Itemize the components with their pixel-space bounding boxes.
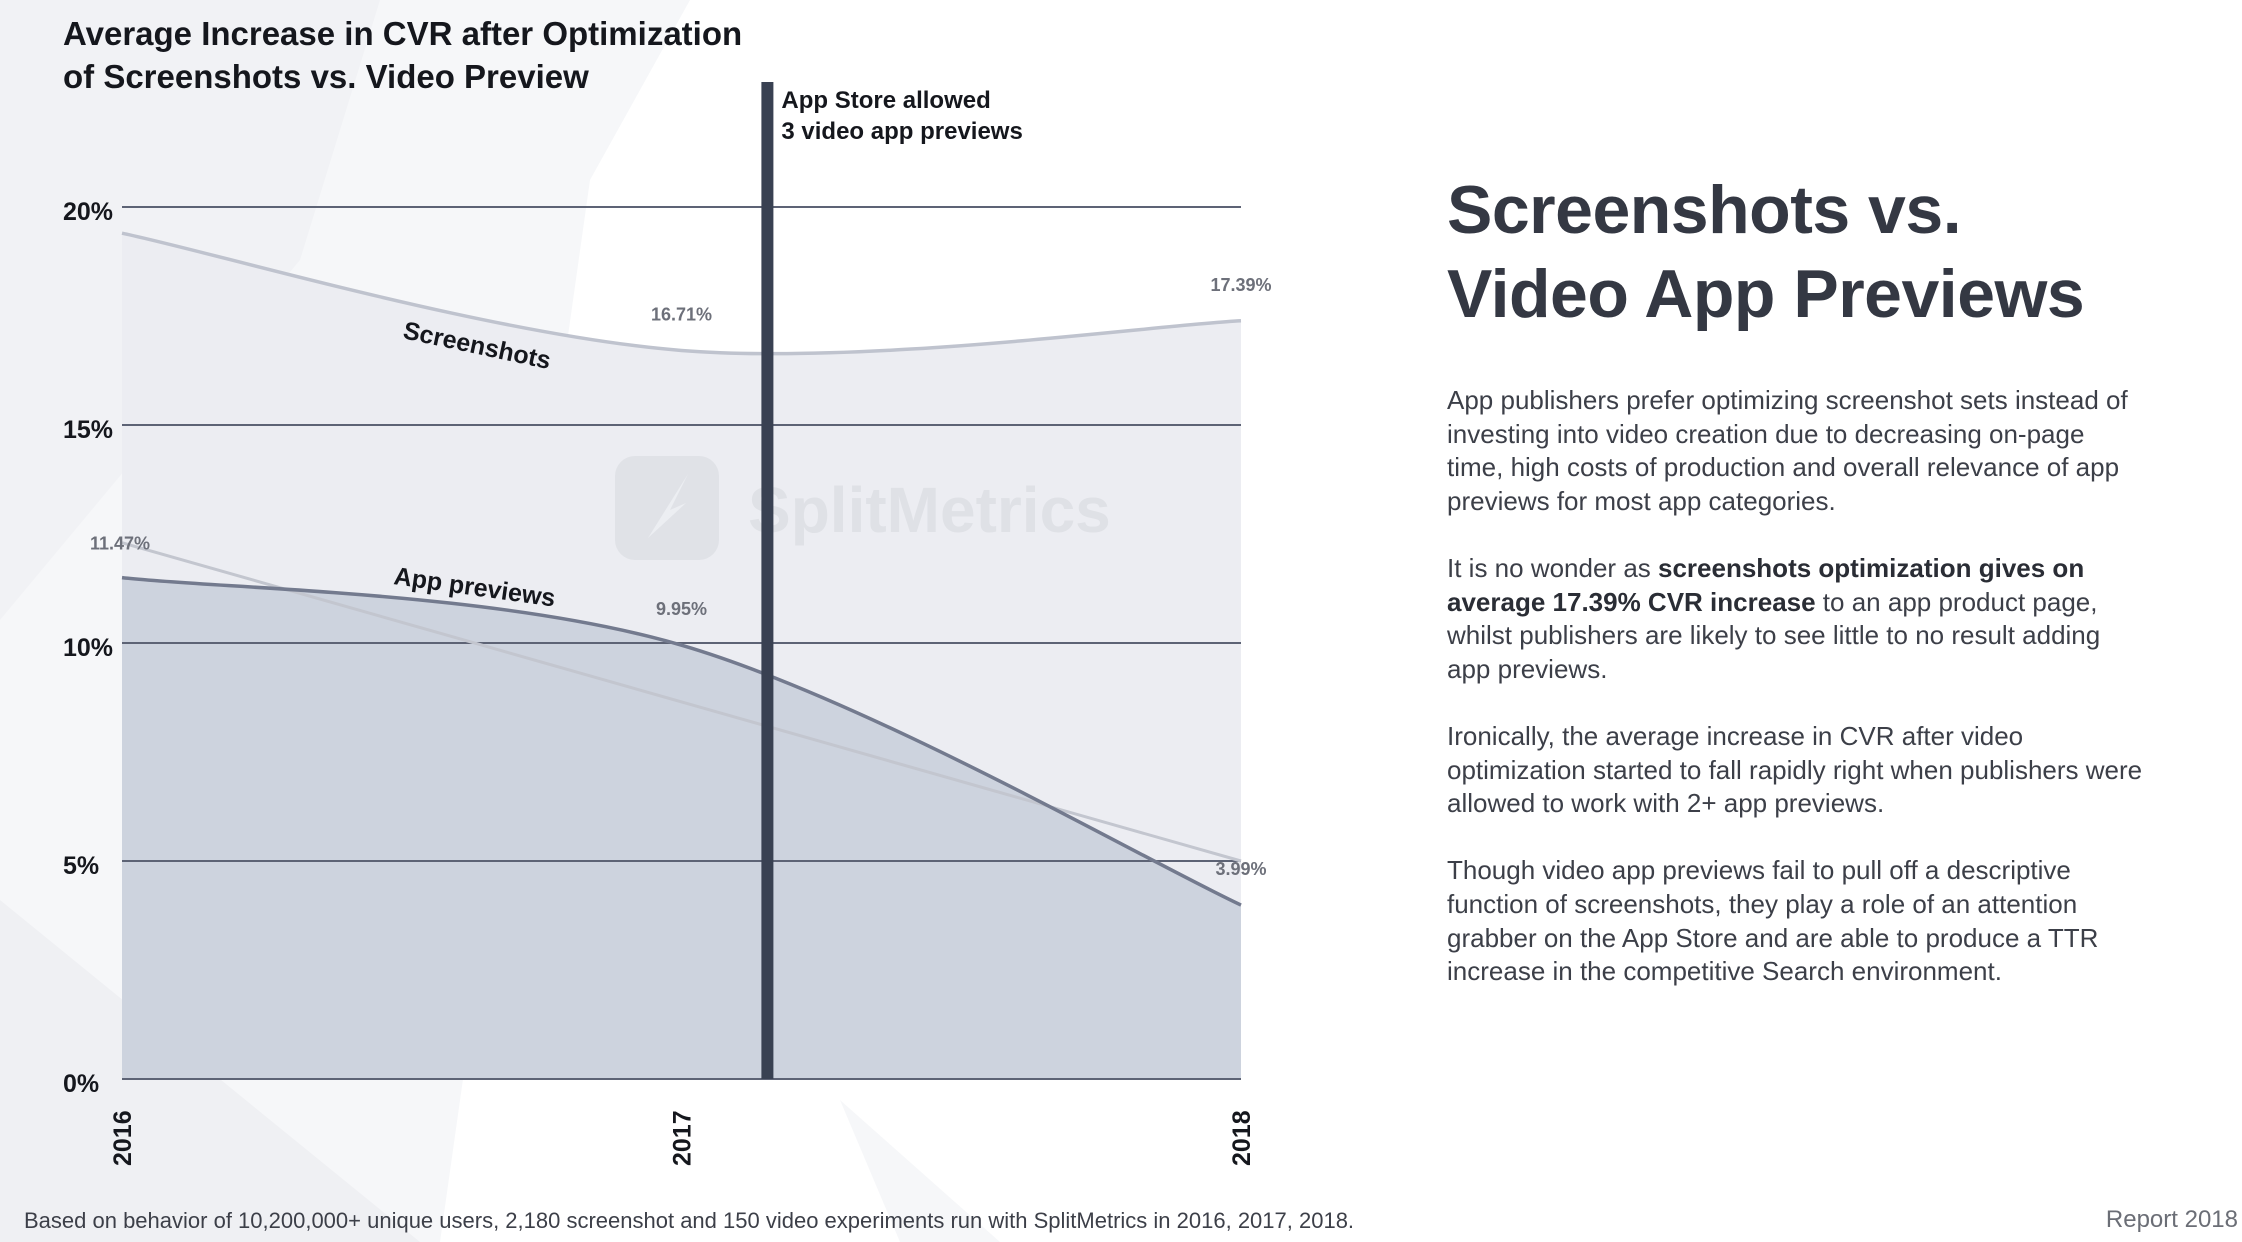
y-tick-label: 0% [63,1070,99,1098]
data-label: 11.47% [90,534,150,554]
paragraph-4: Though video app previews fail to pull o… [1447,855,2099,987]
p2-text: It is no wonder as [1447,552,1658,583]
footnote: Based on behavior of 10,200,000+ unique … [24,1208,1355,1233]
annotation-line [761,82,774,1079]
paragraph-3: Ironically, the average increase in CVR … [1447,720,2143,819]
chart-title: Average Increase in CVR after Optimizati… [63,12,823,98]
y-tick-label: 15% [63,416,113,444]
annotation-label: App Store allowed [781,87,990,114]
heading-line-1: Screenshots vs. [1447,172,1962,248]
p2-text-end: to an app product page, whilst publisher… [1447,586,2101,684]
paragraph-2: It is no wonder as screenshots optimizat… [1447,552,2147,686]
watermark-text: SplitMetrics [748,474,1111,546]
y-tick-label: 5% [63,852,99,880]
y-tick-label: 10% [63,634,113,662]
data-label: 17.39% [1210,275,1271,295]
data-label: 16.71% [651,304,712,324]
report-label: Report 2018 [2105,1206,2238,1233]
p2-bold-text: screenshots optimization gives on averag… [1447,552,2085,617]
section-heading: Screenshots vs. Video App Previews [1447,168,2085,336]
area-app-previews [122,577,1241,1079]
annotation-label: 3 video app previews [781,118,1022,145]
x-tick-label: 2016 [109,1110,137,1166]
x-tick-label: 2017 [669,1110,697,1166]
chart: SplitMetrics 0% 5% 10% 15% 20% 16.71% 17.39% 11.… [63,82,1272,1166]
data-label: 3.99% [1215,859,1266,879]
chart-title-line-2: of Screenshots vs. Video Preview [63,58,589,95]
series-line-app-previews [121,575,1242,907]
paragraph-1: App publishers prefer optimizing screens… [1447,385,2128,516]
watermark: SplitMetrics [615,456,1111,560]
logo-bolt-icon [648,474,688,538]
body-text: App publishers prefer optimizing screens… [1447,384,2147,1022]
x-tick-label: 2018 [1228,1110,1256,1166]
chart-title-line-1: Average Increase in CVR after Optimizati… [63,15,743,52]
y-tick-label: 20% [63,198,113,226]
series-line-screenshots [121,231,1242,356]
heading-line-2: Video App Previews [1447,256,2085,332]
data-label: 9.95% [656,599,707,619]
